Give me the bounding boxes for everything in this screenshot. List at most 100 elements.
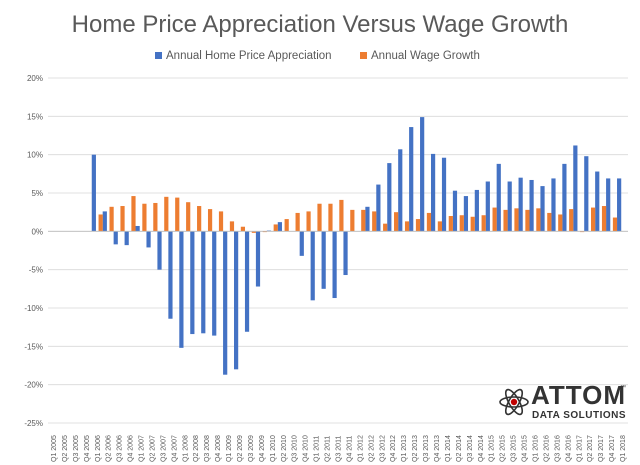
x-tick-label: Q2 2005 bbox=[62, 435, 69, 462]
x-tick-label: Q2 2014 bbox=[456, 435, 463, 462]
x-tick-label: Q4 2012 bbox=[390, 435, 397, 462]
wage-growth-bar bbox=[142, 203, 147, 232]
home-price-bar bbox=[617, 178, 622, 232]
x-tick-label: Q2 2013 bbox=[412, 435, 419, 462]
wage-growth-bar bbox=[591, 207, 596, 232]
x-tick-label: Q2 2017 bbox=[587, 435, 594, 462]
wage-growth-bar bbox=[339, 199, 344, 232]
wage-growth-bar bbox=[372, 211, 377, 232]
wage-growth-bar bbox=[240, 226, 246, 232]
wage-growth-bar bbox=[612, 217, 618, 232]
wage-growth-bar bbox=[481, 215, 486, 232]
home-price-bar bbox=[332, 231, 337, 299]
home-price-bar bbox=[299, 231, 304, 256]
wage-growth-bar bbox=[503, 209, 508, 232]
legend-label-home-price: Annual Home Price Appreciation bbox=[166, 50, 332, 62]
x-tick-label: Q4 2013 bbox=[434, 435, 441, 462]
home-price-bar bbox=[113, 231, 118, 245]
x-tick-label: Q2 2011 bbox=[325, 436, 332, 462]
home-price-bar bbox=[474, 189, 479, 232]
wage-growth-bar bbox=[437, 221, 442, 232]
x-tick-label: Q4 2008 bbox=[215, 435, 222, 462]
home-price-bar bbox=[190, 231, 195, 335]
home-price-bar bbox=[179, 231, 184, 348]
wage-growth-bar bbox=[251, 231, 256, 233]
home-price-bar bbox=[551, 178, 556, 232]
x-tick-label: Q3 2012 bbox=[379, 435, 386, 462]
x-tick-label: Q2 2015 bbox=[500, 435, 507, 462]
y-tick-label: 20% bbox=[27, 74, 43, 83]
x-tick-label: Q1 2018 bbox=[620, 435, 627, 462]
home-price-bar bbox=[277, 222, 282, 232]
x-tick-label: Q4 2014 bbox=[478, 435, 485, 462]
x-tick-label: Q3 2008 bbox=[204, 435, 211, 462]
y-tick-label: -10% bbox=[24, 304, 43, 313]
home-price-bar bbox=[584, 156, 589, 232]
x-tick-label: Q1 2009 bbox=[226, 435, 233, 462]
wage-growth-bar bbox=[317, 203, 322, 232]
home-price-bar bbox=[146, 231, 151, 248]
y-tick-label: 0% bbox=[31, 227, 43, 236]
home-price-bar bbox=[201, 231, 206, 334]
x-tick-label: Q3 2016 bbox=[554, 435, 561, 462]
wage-growth-bar bbox=[218, 211, 224, 232]
x-tick-label: Q4 2016 bbox=[565, 435, 572, 462]
home-price-bar bbox=[529, 179, 534, 232]
legend-swatch-home-price bbox=[155, 52, 162, 59]
bars bbox=[91, 117, 622, 375]
x-tick-label: Q2 2009 bbox=[237, 435, 244, 462]
x-tick-label: Q3 2015 bbox=[511, 435, 518, 462]
home-price-bar bbox=[255, 231, 261, 287]
home-price-bar bbox=[441, 157, 447, 232]
wage-growth-bar bbox=[109, 206, 114, 232]
wage-growth-bar bbox=[448, 216, 453, 232]
home-price-bar bbox=[234, 231, 239, 370]
wage-growth-bar bbox=[470, 216, 475, 232]
x-tick-label: Q3 2007 bbox=[160, 435, 167, 462]
chart-title: Home Price Appreciation Versus Wage Grow… bbox=[72, 11, 569, 38]
x-tick-label: Q1 2008 bbox=[182, 435, 189, 462]
x-tick-label: Q3 2011 bbox=[336, 436, 343, 462]
x-tick-label: Q3 2005 bbox=[73, 435, 80, 462]
x-tick-label: Q4 2015 bbox=[522, 435, 529, 462]
home-price-bar bbox=[244, 231, 250, 332]
x-tick-label: Q1 2017 bbox=[576, 435, 583, 462]
home-price-bar bbox=[595, 171, 600, 232]
x-tick-label: Q3 2014 bbox=[467, 435, 474, 462]
legend: Annual Home Price Appreciation Annual Wa… bbox=[155, 50, 480, 62]
wage-growth-bar bbox=[361, 209, 366, 232]
attom-logo: ATTOM ™ DATA SOLUTIONS bbox=[499, 380, 626, 421]
home-price-bar bbox=[562, 163, 567, 232]
wage-growth-bar bbox=[558, 214, 563, 232]
x-tick-label: Q1 2007 bbox=[139, 435, 146, 462]
home-price-bar bbox=[540, 186, 545, 232]
wage-growth-bar bbox=[153, 202, 158, 232]
home-price-bar bbox=[496, 163, 501, 232]
wage-growth-bar bbox=[175, 197, 180, 232]
y-tick-label: 5% bbox=[31, 189, 43, 198]
x-tick-label: Q4 2010 bbox=[303, 435, 310, 462]
wage-growth-bar bbox=[131, 196, 136, 232]
wage-growth-bar bbox=[273, 224, 278, 232]
x-tick-label: Q2 2016 bbox=[543, 435, 550, 462]
x-tick-label: Q2 2007 bbox=[149, 435, 156, 462]
home-price-bar bbox=[387, 163, 392, 232]
logo-wordmark: ATTOM bbox=[531, 380, 626, 410]
home-price-bar bbox=[212, 231, 217, 336]
atom-icon bbox=[499, 388, 529, 416]
y-tick-label: 15% bbox=[27, 112, 43, 121]
home-price-bar bbox=[168, 231, 173, 319]
y-tick-label: -25% bbox=[24, 419, 43, 428]
logo-tagline: DATA SOLUTIONS bbox=[532, 410, 626, 421]
x-tick-label: Q1 2016 bbox=[532, 435, 539, 462]
home-price-bar bbox=[157, 231, 162, 270]
home-price-bar bbox=[223, 231, 228, 375]
home-price-bar bbox=[310, 231, 315, 301]
wage-growth-bar bbox=[229, 221, 235, 232]
x-tick-label: Q1 2011 bbox=[314, 436, 321, 462]
wage-growth-bar bbox=[120, 206, 125, 232]
home-price-bar bbox=[485, 181, 490, 232]
x-tick-label: Q3 2010 bbox=[292, 435, 299, 462]
x-tick-label: Q1 2014 bbox=[445, 435, 452, 462]
